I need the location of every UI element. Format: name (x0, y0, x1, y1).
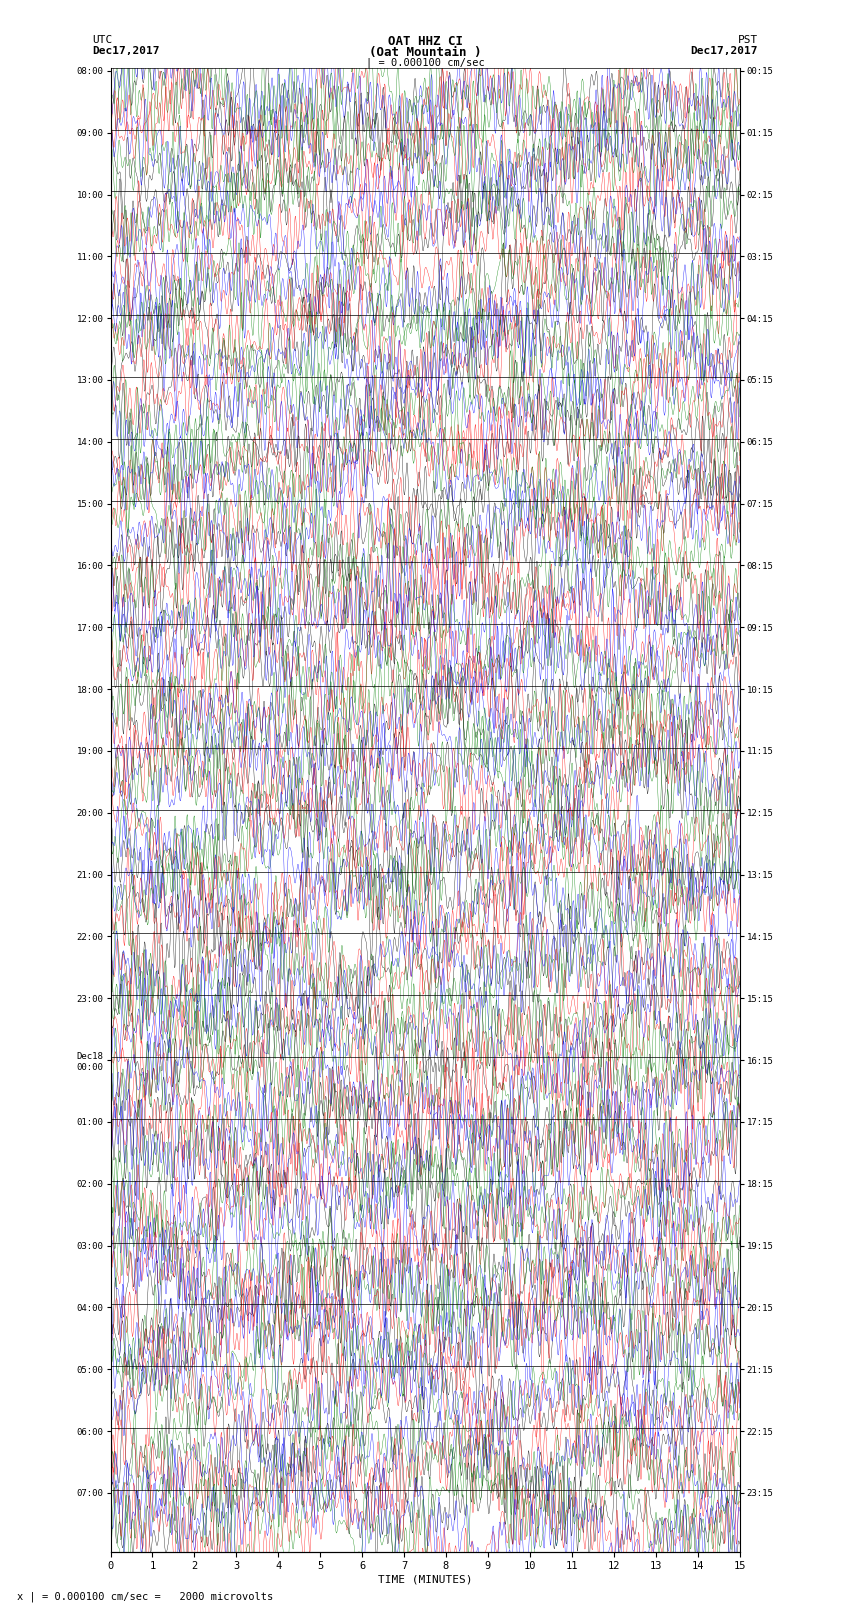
Text: x | = 0.000100 cm/sec =   2000 microvolts: x | = 0.000100 cm/sec = 2000 microvolts (17, 1590, 273, 1602)
Text: Dec17,2017: Dec17,2017 (92, 45, 159, 56)
Text: PST: PST (738, 35, 758, 45)
Text: | = 0.000100 cm/sec: | = 0.000100 cm/sec (366, 58, 484, 68)
Text: Dec17,2017: Dec17,2017 (691, 45, 758, 56)
X-axis label: TIME (MINUTES): TIME (MINUTES) (377, 1574, 473, 1584)
Text: (Oat Mountain ): (Oat Mountain ) (369, 45, 481, 60)
Text: OAT HHZ CI: OAT HHZ CI (388, 35, 462, 48)
Text: UTC: UTC (92, 35, 112, 45)
